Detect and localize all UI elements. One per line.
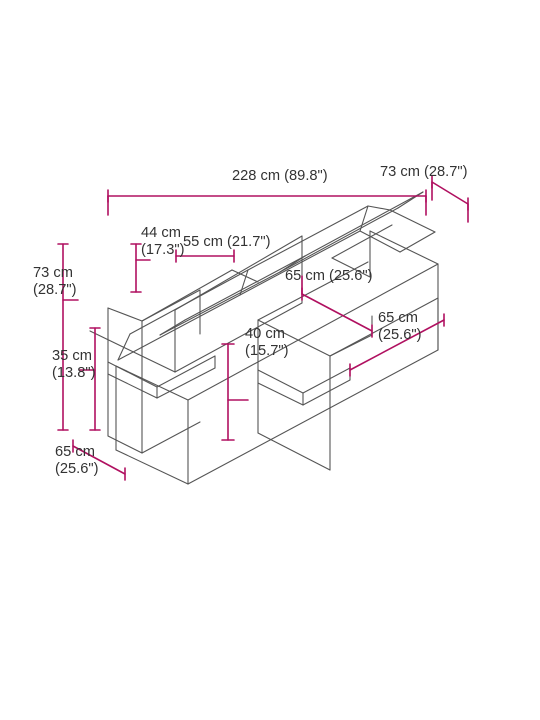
dim-cm: 40 cm (245, 326, 285, 342)
dim-in: (21.7") (227, 234, 271, 250)
dim-in: (13.8") (52, 365, 96, 381)
dim-cm: 35 cm (52, 348, 92, 364)
dim-cm: 44 cm (141, 225, 181, 241)
dim-table_h_40: 40 cm(15.7") (245, 326, 289, 360)
dim-table_d_65: 65 cm(25.6") (378, 310, 422, 344)
dim-cm: 228 cm (232, 168, 280, 184)
dim-in: (89.8") (284, 168, 328, 184)
dim-cm: 73 cm (380, 164, 420, 180)
dim-in: (17.3") (141, 242, 185, 258)
dim-in: (25.6") (329, 268, 373, 284)
dim-width_228: 228 cm (89.8") (232, 168, 328, 185)
dim-seat_35: 35 cm(13.8") (52, 348, 96, 382)
dim-cm: 65 cm (285, 268, 325, 284)
diagram-stage: 228 cm (89.8") 73 cm (28.7") 44 cm(17.3")5… (0, 0, 540, 720)
dim-cm: 55 cm (183, 234, 223, 250)
dim-in: (25.6") (378, 327, 422, 343)
dim-depth_73: 73 cm (28.7") (380, 164, 468, 181)
dim-in: (28.7") (33, 282, 77, 298)
dim-in: (15.7") (245, 343, 289, 359)
dim-cushion_55: 55 cm (21.7") (183, 234, 271, 251)
dim-side_65: 65 cm(25.6") (55, 444, 99, 478)
dim-back_44: 44 cm(17.3") (141, 225, 185, 259)
dim-cm: 65 cm (378, 310, 418, 326)
dim-height_73: 73 cm(28.7") (33, 265, 77, 299)
dim-in: (25.6") (55, 461, 99, 477)
dim-cm: 73 cm (33, 265, 73, 281)
dim-cm: 65 cm (55, 444, 95, 460)
dim-in: (28.7") (424, 164, 468, 180)
dim-bench_65: 65 cm (25.6") (285, 268, 373, 285)
